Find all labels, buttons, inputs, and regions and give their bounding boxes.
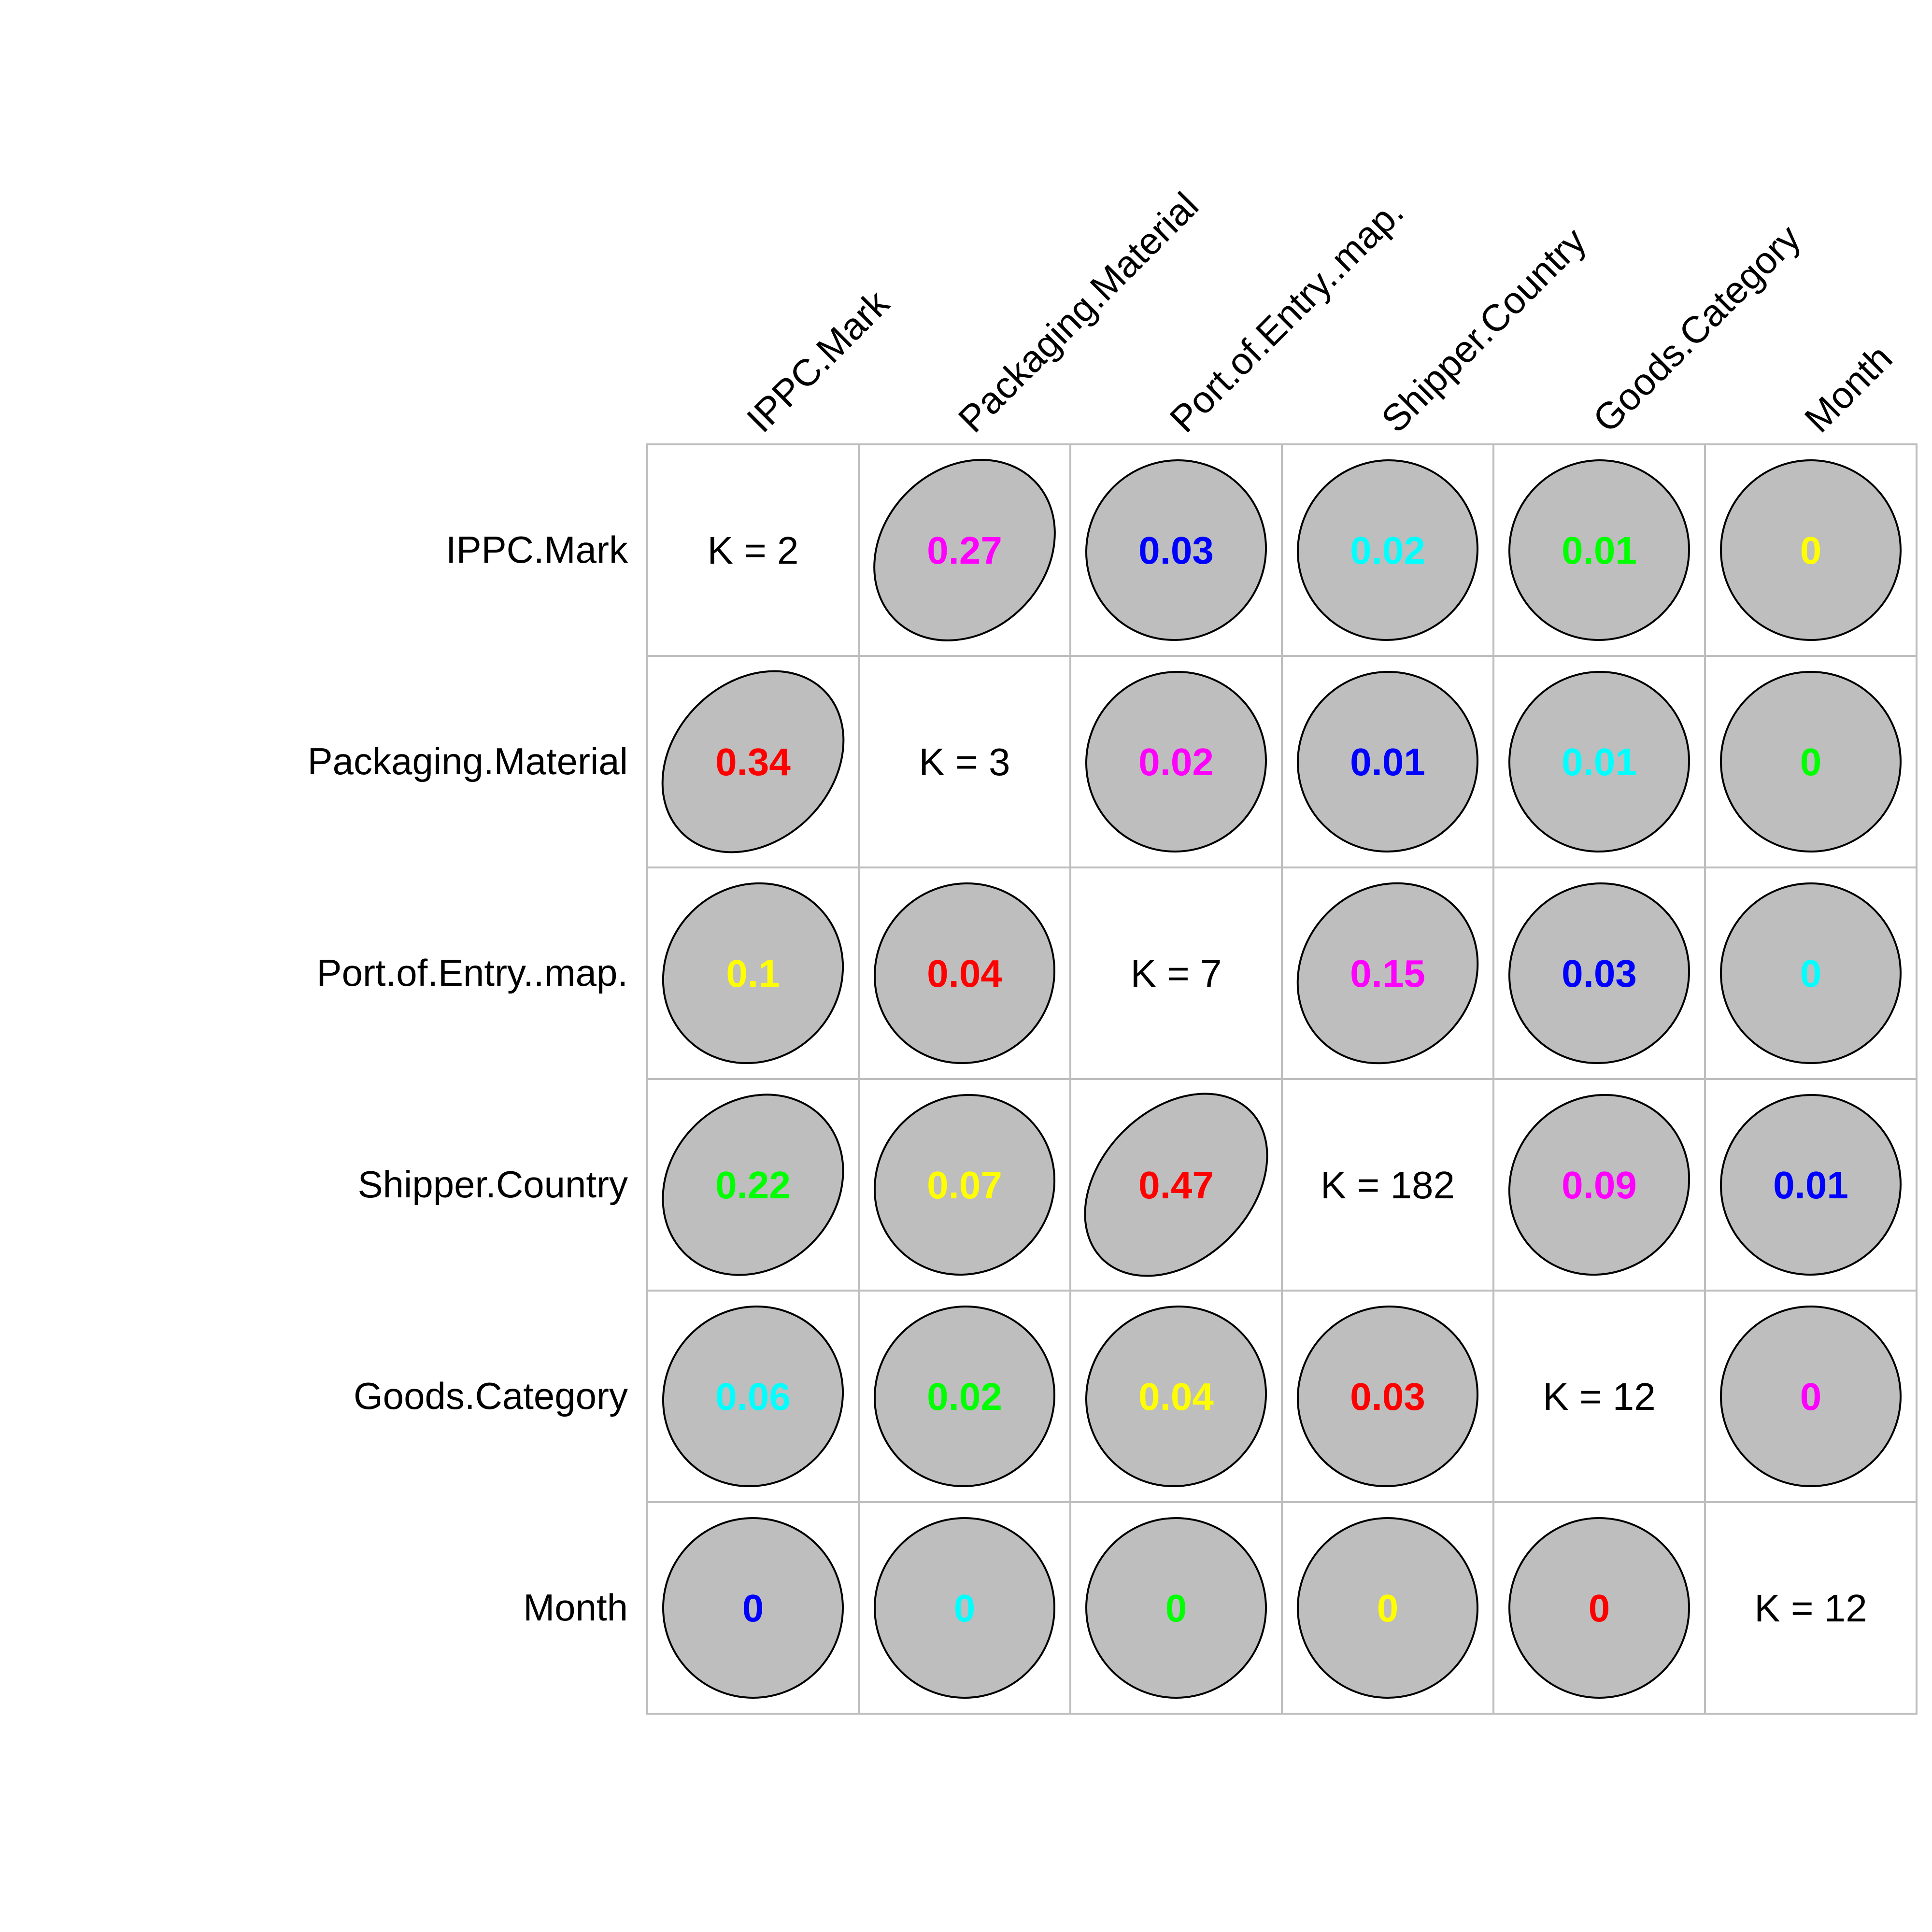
association-value-label: 0.02 (1350, 529, 1425, 572)
grid-cell (646, 443, 860, 657)
association-value-label: 0.34 (715, 740, 791, 783)
grid-cell (1492, 1290, 1706, 1503)
association-value-label: 0.47 (1138, 1164, 1214, 1207)
association-ellipse (1085, 459, 1267, 641)
association-ellipse (662, 1094, 844, 1276)
association-ellipse (1508, 459, 1690, 641)
association-ellipse (1508, 882, 1690, 1065)
association-ellipse (1085, 670, 1267, 853)
association-value-label: 0.03 (1562, 952, 1637, 995)
association-value-label: 0 (1800, 740, 1822, 783)
association-value-label: 0 (954, 1587, 976, 1630)
association-value-label: 0 (1800, 952, 1822, 995)
association-ellipse (1720, 882, 1902, 1064)
association-ellipse (661, 670, 845, 853)
association-ellipse (873, 1305, 1056, 1488)
association-value-label: 0.06 (715, 1375, 791, 1418)
association-ellipse (1508, 670, 1690, 853)
row-labels: IPPC.Mark Packaging.Material Port.of.Entry… (308, 528, 628, 1629)
association-value-label: 0.04 (927, 952, 1002, 995)
association-value-label: 0.1 (726, 952, 780, 995)
association-ellipse (662, 1517, 844, 1699)
association-ellipse (1297, 1517, 1478, 1699)
association-value-label: 0.01 (1773, 1164, 1848, 1207)
grid-cell (1704, 1501, 1918, 1715)
association-ellipse (1296, 1305, 1479, 1488)
association-ellipse (1508, 1517, 1690, 1699)
association-ellipse (1296, 459, 1479, 641)
diagonal-k-label: K = 182 (1321, 1164, 1455, 1207)
diagonal-k-label: K = 12 (1543, 1375, 1656, 1418)
diagonal-k-label: K = 7 (1130, 952, 1222, 995)
association-value-label: 0.03 (1350, 1375, 1425, 1418)
association-value-label: 0 (1589, 1587, 1610, 1630)
association-ellipse (1085, 1517, 1267, 1699)
association-value-label: 0.22 (715, 1164, 791, 1207)
grid-cell (1281, 1078, 1494, 1292)
association-value-label: 0.04 (1138, 1375, 1214, 1418)
grid-cell (858, 655, 1071, 868)
row-label: Packaging.Material (308, 740, 628, 782)
association-ellipse (662, 1305, 844, 1488)
association-value-label: 0 (742, 1587, 764, 1630)
diagonal-k-label: K = 12 (1754, 1587, 1867, 1630)
association-value-label: 0 (1165, 1587, 1187, 1630)
association-ellipse (1085, 1305, 1267, 1488)
association-value-label: 0.03 (1138, 529, 1214, 572)
association-ellipse (1720, 671, 1902, 852)
association-value-label: 0.01 (1562, 529, 1637, 572)
row-label: IPPC.Mark (446, 528, 628, 571)
association-value-label: 0.02 (1138, 740, 1214, 783)
association-value-label: 0.01 (1562, 740, 1637, 783)
association-value-label: 0 (1377, 1587, 1399, 1630)
association-value-label: 0.02 (927, 1375, 1002, 1418)
association-ellipse (1720, 1306, 1902, 1487)
association-value-label: 0.15 (1350, 952, 1425, 995)
association-ellipse (1720, 459, 1902, 641)
association-ellipse (1084, 1093, 1268, 1277)
association-ellipse (1508, 1094, 1690, 1276)
association-value-label: 0 (1800, 1375, 1822, 1418)
association-value-label: 0.01 (1350, 740, 1425, 783)
row-label: Port.of.Entry..map. (317, 952, 628, 994)
matrix-cells: K = 2 0.27 0.03 0.02 0.01 0 0.34 K = 3 0.02 0.01 0… (646, 443, 1918, 1715)
association-ellipse (1296, 670, 1479, 853)
association-ellipse (873, 459, 1056, 641)
row-label: Month (523, 1586, 628, 1629)
association-ellipse (662, 882, 844, 1065)
association-ellipse (874, 1517, 1055, 1699)
diagonal-k-label: K = 3 (919, 740, 1010, 783)
row-label: Goods.Category (354, 1375, 628, 1417)
diagonal-k-label: K = 2 (707, 529, 798, 572)
association-ellipse (873, 882, 1056, 1065)
association-ellipse (873, 1094, 1056, 1276)
association-value-label: 0.09 (1562, 1164, 1637, 1207)
association-value-label: 0.07 (927, 1164, 1002, 1207)
association-value-label: 0 (1800, 529, 1822, 572)
row-label: Shipper.Country (358, 1163, 628, 1206)
association-value-label: 0.27 (927, 529, 1002, 572)
association-ellipse (1296, 882, 1479, 1065)
association-ellipse (1719, 1094, 1902, 1276)
